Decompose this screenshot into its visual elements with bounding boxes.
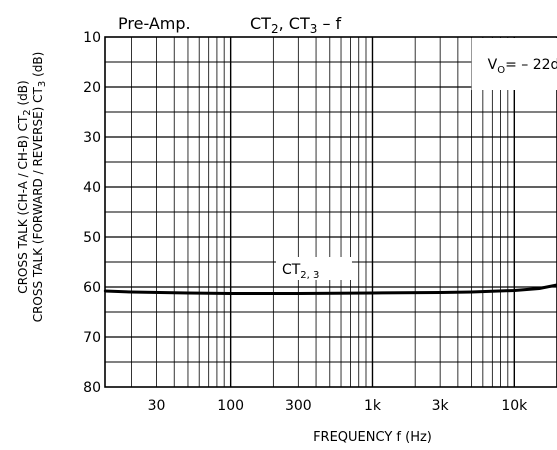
series-point	[438, 291, 442, 294]
axes	[104, 36, 557, 388]
labels: VO= – 22dBV CT2, 3 10 20 30 40 50 60 70 80 30 100 30…	[16, 14, 557, 445]
series-point	[130, 290, 133, 294]
series-point	[470, 290, 473, 294]
series-layer	[103, 283, 557, 295]
series-point	[186, 291, 190, 295]
condition-label: VO= – 22dBV	[488, 57, 557, 76]
series-label-bg	[275, 257, 352, 280]
series-point	[229, 292, 232, 295]
x-tick-label: 10k	[501, 398, 528, 414]
series-point	[538, 287, 541, 290]
x-tick-label: 30	[148, 398, 166, 414]
y-tick-label: 20	[83, 80, 101, 96]
x-tick-label: 300	[285, 398, 312, 414]
x-axis-title: FREQUENCY f (Hz)	[313, 430, 432, 445]
y-tick-label: 10	[83, 30, 101, 46]
series-point	[371, 291, 374, 295]
y-tick-label: 30	[83, 130, 101, 146]
condition-box	[471, 38, 557, 90]
title-pre-amp: Pre-Amp.	[118, 14, 191, 33]
x-tick-label: 100	[217, 398, 244, 414]
plot-frame	[104, 36, 557, 388]
y-tick-label: 80	[83, 380, 101, 396]
y-axis-title-ch-a-ch-b: CROSS TALK (CH-A / CH-B) CT2 (dB)	[16, 80, 33, 293]
y-tick-label: 60	[83, 280, 101, 296]
series-line-ct2-3	[104, 283, 557, 295]
y-tick-label: 70	[83, 330, 101, 346]
y-axis-title-forward-reverse: CROSS TALK (FORWARD / REVERSE) CT3 (dB)	[31, 52, 48, 323]
y-tick-label: 40	[83, 180, 101, 196]
x-tick-label: 3k	[432, 398, 450, 414]
x-tick-label: 1k	[364, 398, 382, 414]
chart-title: CT2, CT3 – f	[250, 14, 342, 36]
series-label-ct2-3: CT2, 3	[282, 262, 319, 281]
series-point	[297, 292, 300, 295]
series-point	[513, 289, 516, 292]
y-tick-label: 50	[83, 230, 101, 246]
